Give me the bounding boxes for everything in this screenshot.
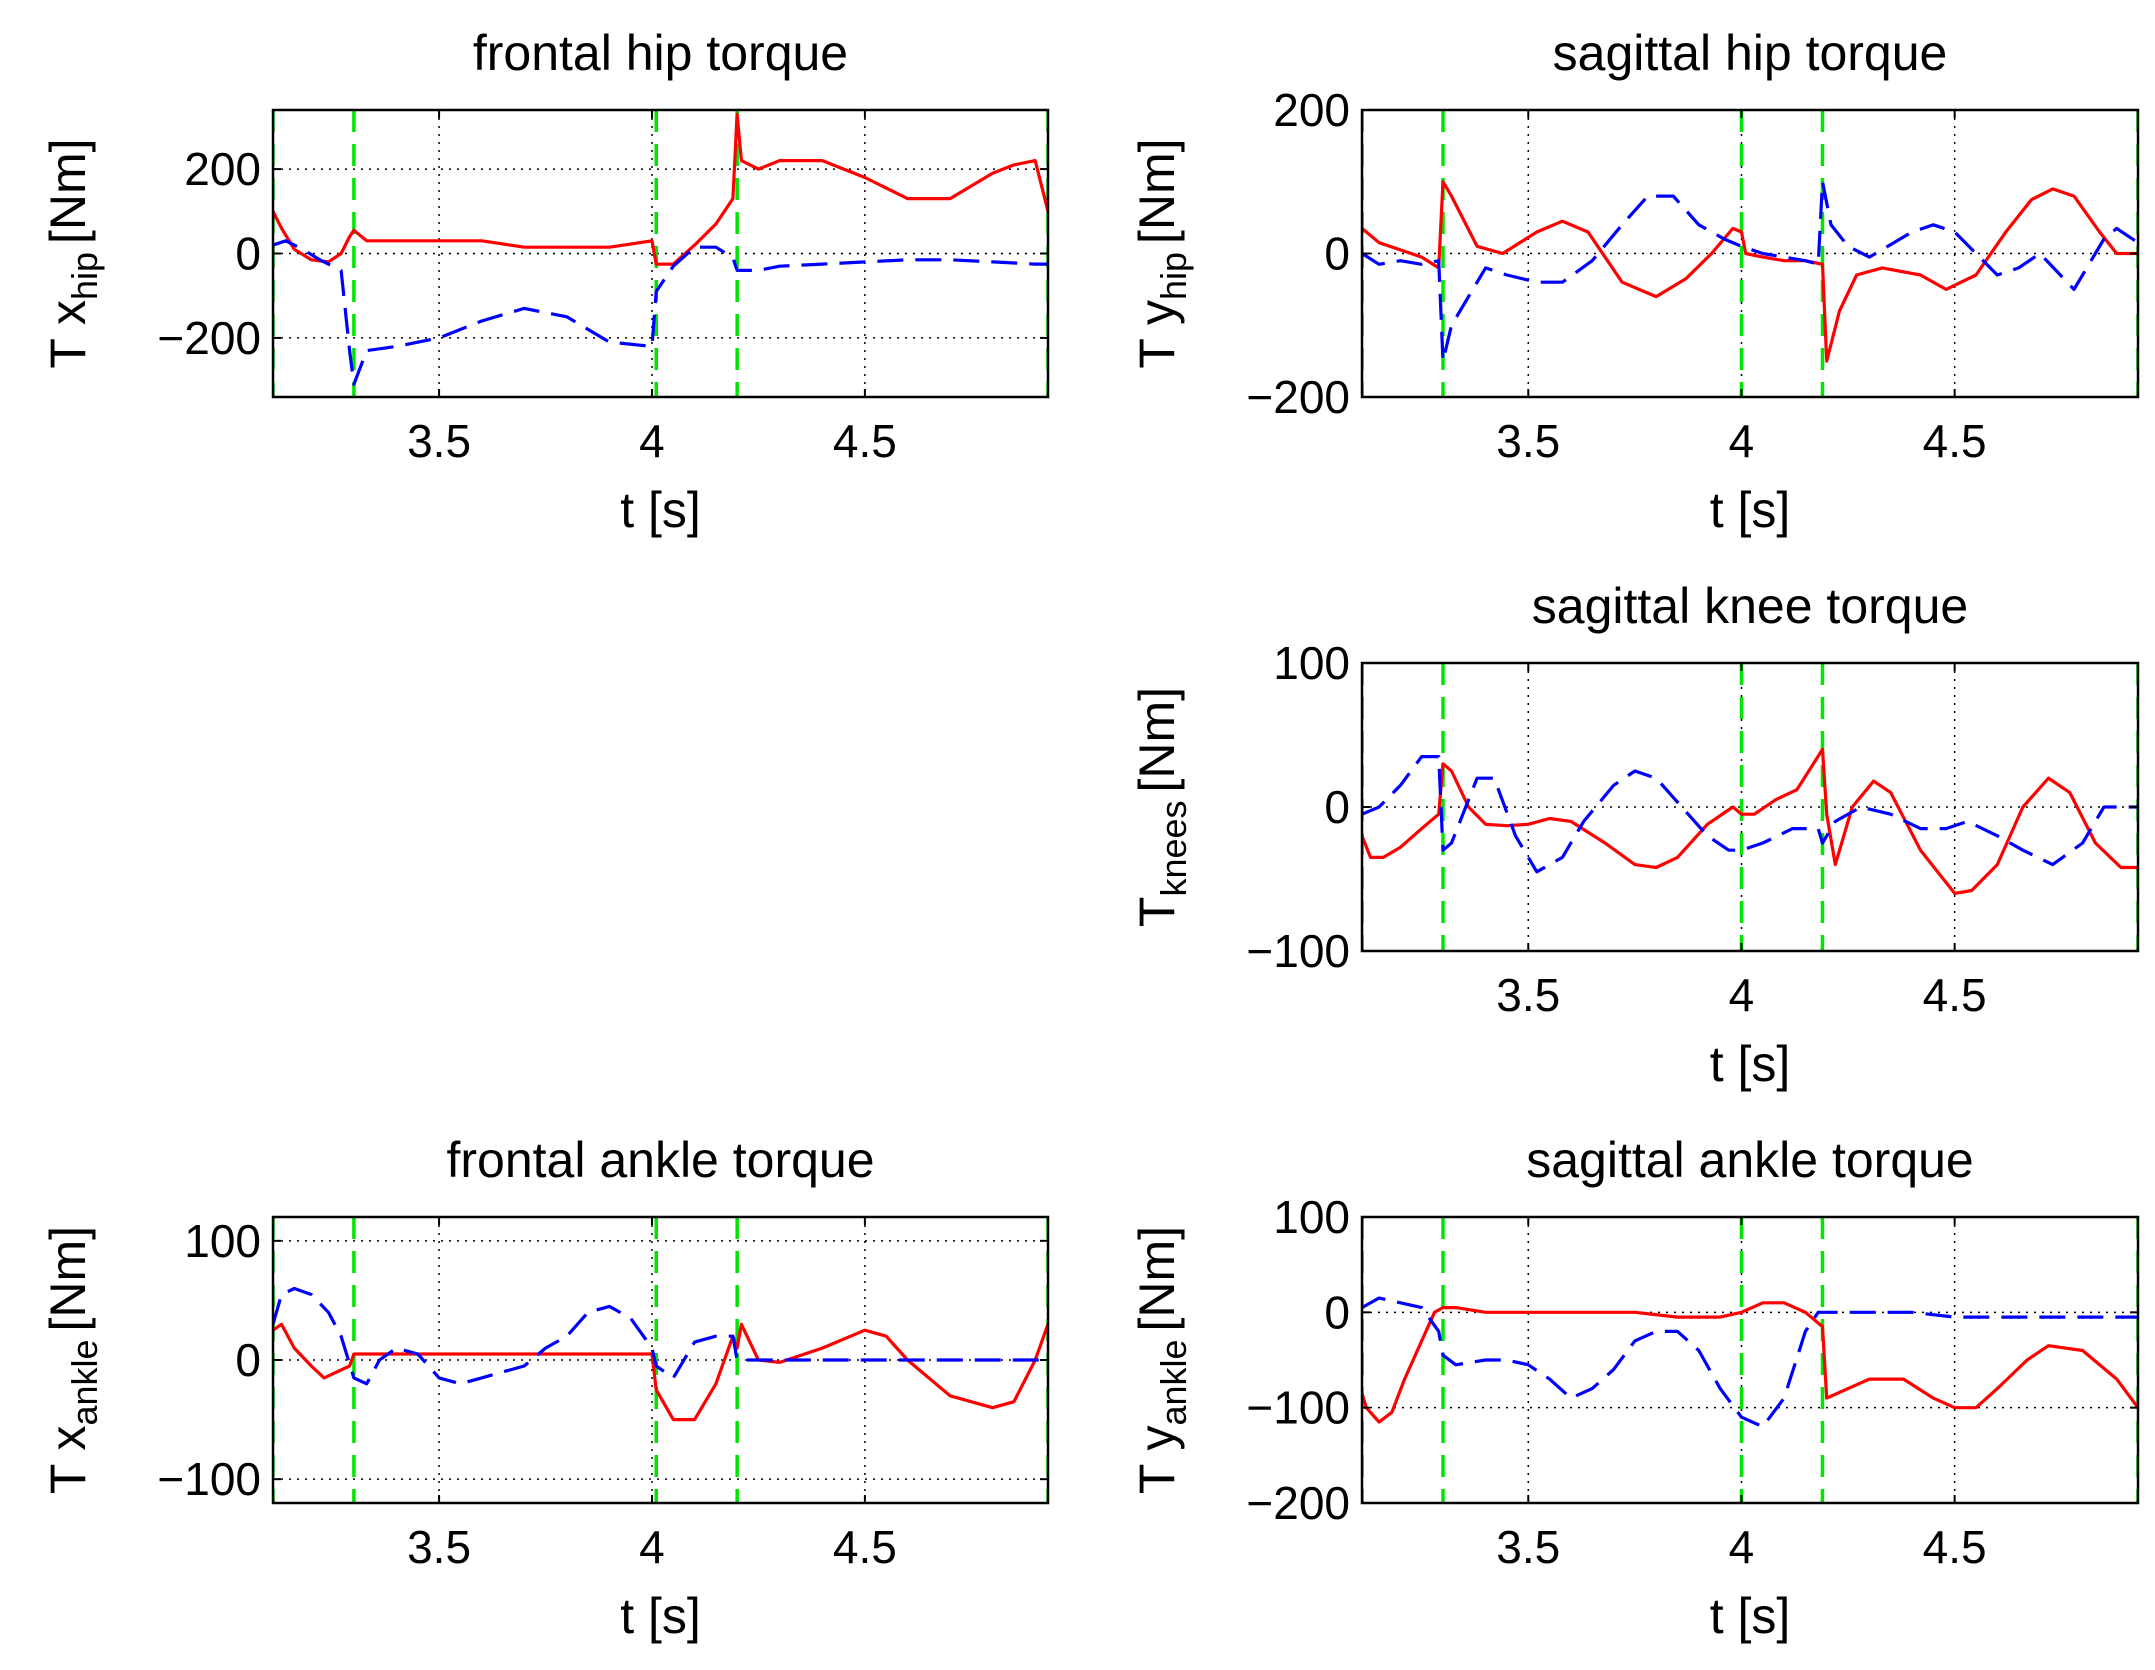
y-axis-label: T yankle [Nm]: [1129, 1226, 1194, 1494]
y-axis-label-main: T y: [1129, 300, 1185, 369]
chart-title: frontal ankle torque: [446, 1132, 874, 1188]
x-axis-label: t [s]: [1710, 482, 1791, 538]
x-tick-label: 4.5: [1923, 969, 1987, 1021]
chart-frontal_ankle: 3.5 4 4.5 −100 0 100 frontal ankle torque t [s]…: [40, 1132, 1050, 1644]
x-tick-label: 4: [1729, 415, 1755, 467]
plot-content: [273, 1217, 1048, 1503]
chart-title: sagittal knee torque: [1532, 578, 1968, 634]
x-axis-label: t [s]: [1710, 1036, 1791, 1092]
y-axis-label-main: T x: [40, 1426, 96, 1495]
y-tick-label: −100: [157, 1453, 261, 1505]
series-solid-line: [1362, 180, 2138, 363]
x-tick-label: 4: [639, 1521, 665, 1573]
series-dashed-line: [1362, 1296, 2138, 1429]
x-axis-label: t [s]: [620, 1588, 701, 1644]
plot-content: [1362, 1217, 2138, 1503]
y-tick-label: 200: [1273, 84, 1350, 136]
y-tick-label: −200: [1246, 1477, 1350, 1529]
series-dashed-line: [1362, 180, 2138, 363]
x-axis-label: t [s]: [620, 482, 701, 538]
series-solid-line: [1362, 1301, 2138, 1424]
x-tick-label: 3.5: [1496, 1521, 1560, 1573]
y-axis-label-subscript: ankle: [1153, 1339, 1194, 1425]
y-tick-label: 0: [235, 1334, 261, 1386]
y-tick-label: 100: [1273, 1191, 1350, 1243]
series-dashed-line: [273, 1286, 1048, 1386]
y-axis-label-unit: [Nm]: [40, 138, 96, 244]
axes-box: [1360, 1215, 2140, 1505]
series-dashed-line: [1362, 754, 2138, 874]
plot-content: [1362, 110, 2138, 397]
plot-area: [273, 1217, 1048, 1503]
chart-title: frontal hip torque: [473, 25, 848, 81]
y-axis-label-subscript: hip: [1153, 252, 1194, 300]
y-axis-label-main: T x: [40, 300, 96, 369]
x-tick-label: 3.5: [1496, 969, 1560, 1021]
y-tick-label: −200: [157, 312, 261, 364]
chart-sagittal_ankle: 3.5 4 4.5 −200 −100 0 100 sagittal ankle torque…: [1129, 1132, 2140, 1644]
y-tick-label: 0: [1324, 228, 1350, 280]
y-axis-label-unit: [Nm]: [1129, 1226, 1185, 1332]
plot-area: [273, 110, 1048, 397]
y-axis-label: T yhip [Nm]: [1129, 138, 1194, 368]
y-tick-label: 100: [184, 1215, 261, 1267]
y-axis-label-subscript: hip: [64, 252, 105, 300]
y-axis-label-unit: [Nm]: [40, 1226, 96, 1332]
chart-frontal_hip: 3.5 4 4.5 −200 0 200 frontal hip torque t [s] T …: [40, 25, 1050, 538]
y-axis-label-main: T: [1129, 897, 1185, 928]
x-tick-label: 3.5: [407, 1521, 471, 1573]
y-tick-label: −100: [1246, 1382, 1350, 1434]
y-tick-label: −200: [1246, 371, 1350, 423]
series-solid-line: [273, 112, 1048, 266]
x-axis-label: t [s]: [1710, 1588, 1791, 1644]
series-solid-line: [273, 1322, 1048, 1422]
series-solid-line: [1362, 747, 2138, 896]
chart-sagittal_hip: 3.5 4 4.5 −200 0 200 sagittal hip torque t [s] T…: [1129, 25, 2140, 538]
y-axis-label-unit: [Nm]: [1129, 138, 1185, 244]
y-tick-label: 100: [1273, 637, 1350, 689]
y-axis-label: Tknees [Nm]: [1129, 687, 1194, 927]
y-tick-label: 200: [184, 143, 261, 195]
series-dashed-line: [273, 239, 1048, 386]
x-tick-label: 3.5: [1496, 415, 1560, 467]
chart-title: sagittal ankle torque: [1526, 1132, 1974, 1188]
x-tick-label: 4.5: [1923, 415, 1987, 467]
x-tick-label: 4: [1729, 1521, 1755, 1573]
x-tick-label: 4.5: [1923, 1521, 1987, 1573]
y-axis-label-main: T y: [1129, 1426, 1185, 1495]
y-axis-label: T xankle [Nm]: [40, 1226, 105, 1494]
x-tick-label: 4: [639, 415, 665, 467]
y-tick-label: 0: [1324, 1286, 1350, 1338]
x-tick-label: 4.5: [833, 1521, 897, 1573]
x-tick-label: 4: [1729, 969, 1755, 1021]
chart-title: sagittal hip torque: [1553, 25, 1948, 81]
x-tick-label: 4.5: [833, 415, 897, 467]
y-tick-label: −100: [1246, 925, 1350, 977]
y-axis-label-subscript: ankle: [64, 1339, 105, 1425]
y-tick-label: 0: [235, 228, 261, 280]
y-tick-label: 0: [1324, 781, 1350, 833]
plot-content: [273, 110, 1048, 397]
y-axis-label-subscript: knees: [1153, 800, 1194, 896]
x-tick-label: 3.5: [407, 415, 471, 467]
plot-content: [1362, 663, 2138, 951]
y-axis-label-unit: [Nm]: [1129, 687, 1185, 793]
y-axis-label: T xhip [Nm]: [40, 138, 105, 368]
chart-sagittal_knee: 3.5 4 4.5 −100 0 100 sagittal knee torque t [s]…: [1129, 578, 2140, 1092]
